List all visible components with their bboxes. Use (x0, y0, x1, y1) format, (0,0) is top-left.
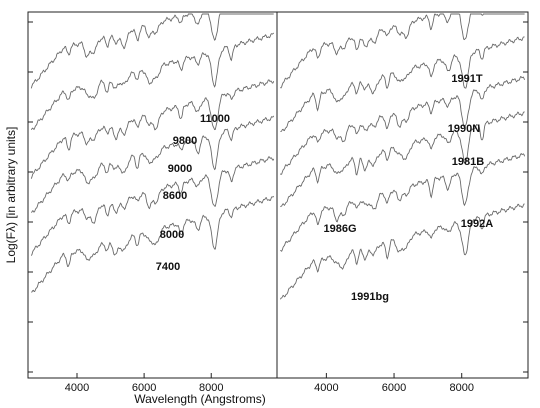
axes-layer: 4000 6000 8000 4000 6000 8000 (27, 11, 529, 394)
spectrum-label-1992A: 1992A (461, 218, 493, 230)
plot-layer (30, 13, 526, 300)
spectrum-line-1992A (280, 111, 525, 208)
x-axis-label: Wavelength (Angstroms) (134, 392, 266, 406)
spectrum-label-1991T: 1991T (451, 73, 482, 85)
spectrum-line-11000 (30, 13, 274, 89)
spectrum-label-8000: 8000 (160, 229, 184, 241)
spectrum-line-1986G (280, 152, 526, 252)
spectrum-label-7400: 7400 (156, 261, 180, 273)
spectrum-label-11000: 11000 (200, 113, 230, 125)
spectrum-line-1990N (280, 36, 525, 133)
spectrum-label-1990N: 1990N (448, 123, 480, 135)
spectrum-line-8000 (30, 155, 275, 256)
spectrum-line-1981B (280, 76, 526, 175)
x-tick-label: 6000 (382, 382, 406, 394)
spectrum-label-1991bg: 1991bg (351, 291, 389, 303)
spectrum-line-7400 (31, 195, 275, 293)
spectrum-label-1986G: 1986G (323, 223, 356, 235)
spectrum-line-8600 (30, 115, 275, 213)
x-tick-label: 6000 (132, 382, 156, 394)
spectrum-label-1981B: 1981B (452, 156, 484, 168)
spectrum-label-9000: 9000 (168, 163, 192, 175)
spectrum-line-9000 (30, 79, 275, 179)
spectrum-line-9800 (30, 32, 275, 131)
plot-frame (27, 11, 529, 379)
x-tick-label: 4000 (65, 382, 89, 394)
x-tick-label: 4000 (314, 382, 338, 394)
x-tick-label: 8000 (199, 382, 223, 394)
spectrum-line-1991bg (279, 203, 525, 300)
spectrum-line-1991T (280, 13, 525, 89)
spectrum-label-9800: 9800 (173, 135, 197, 147)
spectrum-label-8600: 8600 (163, 190, 187, 202)
x-tick-label: 8000 (449, 382, 473, 394)
y-axis-label: Log(Fλ) [in arbitrary units] (4, 127, 18, 264)
